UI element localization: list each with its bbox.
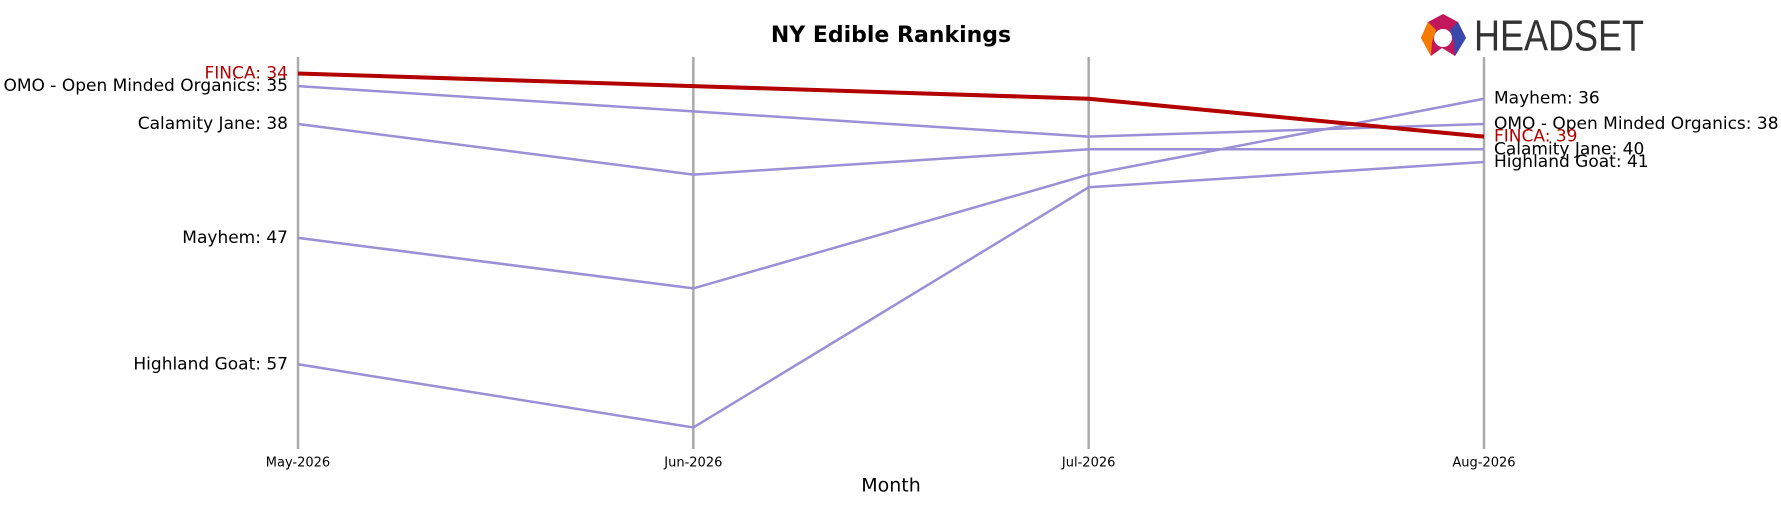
value-label: Calamity Jane: 38 [138,114,288,134]
series-line [297,71,1485,139]
value-label: Mayhem: 47 [182,228,288,248]
value-label: FINCA: 34 [205,63,288,83]
value-label: OMO - Open Minded Organics: 38 [1494,114,1779,134]
value-label: Mayhem: 36 [1494,89,1600,109]
x-tick-label: Jun-2026 [663,456,722,471]
value-label: OMO - Open Minded Organics: 35 [3,76,288,96]
value-label: Highland Goat: 57 [133,354,288,374]
value-label: FINCA: 39 [1494,127,1577,147]
logo-mark [1434,29,1452,47]
x-tick-label: May-2026 [266,456,330,471]
series-line [297,97,1485,290]
x-tick-label: Aug-2026 [1452,456,1515,471]
series-line [297,122,1484,176]
chart-title: NY Edible Rankings [771,23,1011,48]
logo-mark [1421,22,1436,56]
value-label: Calamity Jane: 40 [1494,139,1644,159]
logo-mark [1450,22,1466,56]
logo: HEADSET [1421,12,1644,61]
series-line [297,160,1485,429]
logo-text: HEADSET [1474,12,1644,61]
x-tick-label: Jul-2026 [1061,456,1115,471]
x-axis-label: Month [861,475,921,497]
series-line [297,84,1485,138]
value-label: Highland Goat: 41 [1494,152,1649,172]
